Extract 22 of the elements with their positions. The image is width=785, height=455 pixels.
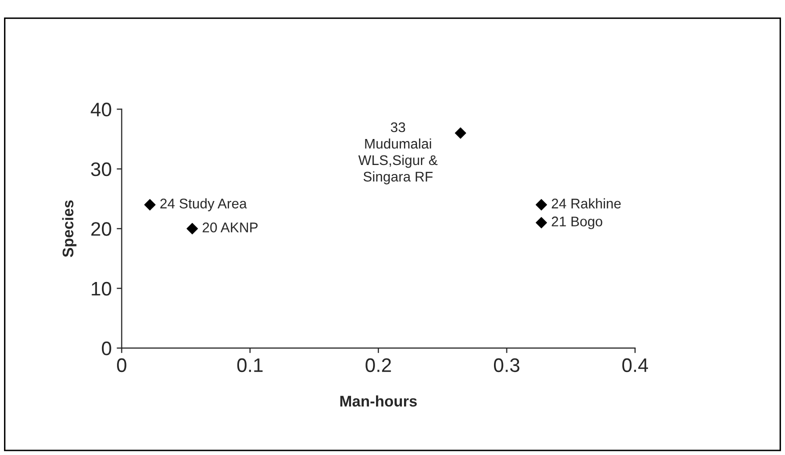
x-tick-label: 0.3	[494, 358, 520, 372]
point	[186, 222, 198, 234]
y-tick-label: 20	[91, 222, 112, 236]
point	[536, 199, 548, 210]
x-tick-label: 0.1	[237, 358, 263, 372]
annotation: 24 Rakhine	[552, 198, 621, 208]
x-tick-label: 0.4	[622, 358, 648, 372]
x-axis-title: Man-hours	[340, 395, 417, 407]
x-tick-label: 0.2	[366, 358, 391, 372]
x-tick-label: 0	[117, 358, 126, 372]
annotation: 24 Study Area	[160, 198, 247, 212]
y-tick-label: 0	[102, 342, 112, 356]
point	[454, 127, 466, 139]
point	[536, 216, 548, 228]
y-tick-label: 40	[90, 102, 112, 116]
annotation: 21 Bogo	[552, 216, 602, 230]
annotation: 33 Mudumalai WLS,Sigur & Singara RF	[358, 122, 438, 184]
y-axis-title: Species	[62, 200, 76, 258]
annotation: 20 AKNP	[202, 222, 258, 232]
point	[144, 199, 156, 210]
y-tick-label: 30	[91, 162, 112, 176]
y-tick-label: 10	[92, 282, 112, 296]
